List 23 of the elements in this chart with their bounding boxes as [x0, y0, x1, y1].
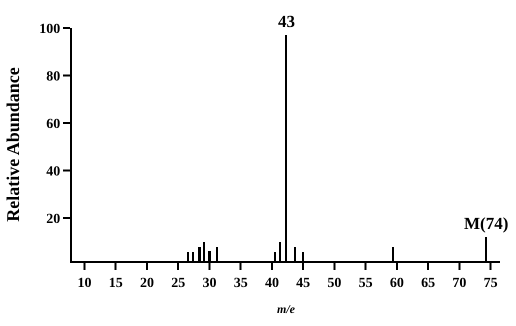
x-axis-title: m/e — [277, 302, 296, 316]
x-tick-label: 45 — [296, 276, 310, 291]
x-tick-label: 65 — [421, 276, 436, 291]
annotation: M(74) — [464, 214, 508, 233]
x-tick-label: 10 — [78, 276, 92, 291]
annotation: 43 — [278, 12, 295, 31]
x-tick-label: 60 — [390, 276, 404, 291]
x-tick-label: 15 — [108, 276, 123, 291]
x-tick-label: 40 — [264, 276, 279, 291]
x-tick-label: 55 — [358, 276, 373, 291]
y-axis-title: Relative Abundance — [2, 67, 23, 222]
y-tick-label: 20 — [46, 212, 60, 228]
x-tick-label: 25 — [171, 276, 186, 291]
x-tick-label: 75 — [484, 276, 498, 291]
x-tick-label: 70 — [452, 276, 466, 291]
x-tick-label: 35 — [234, 276, 248, 291]
x-tick-label: 20 — [140, 276, 154, 291]
y-tick-label: 100 — [39, 22, 60, 37]
y-tick-label: 80 — [46, 69, 60, 84]
x-tick-label: 30 — [202, 276, 216, 291]
y-tick-label: 40 — [46, 164, 60, 180]
x-tick-label: 50 — [327, 276, 342, 291]
y-tick-label: 60 — [46, 117, 60, 132]
